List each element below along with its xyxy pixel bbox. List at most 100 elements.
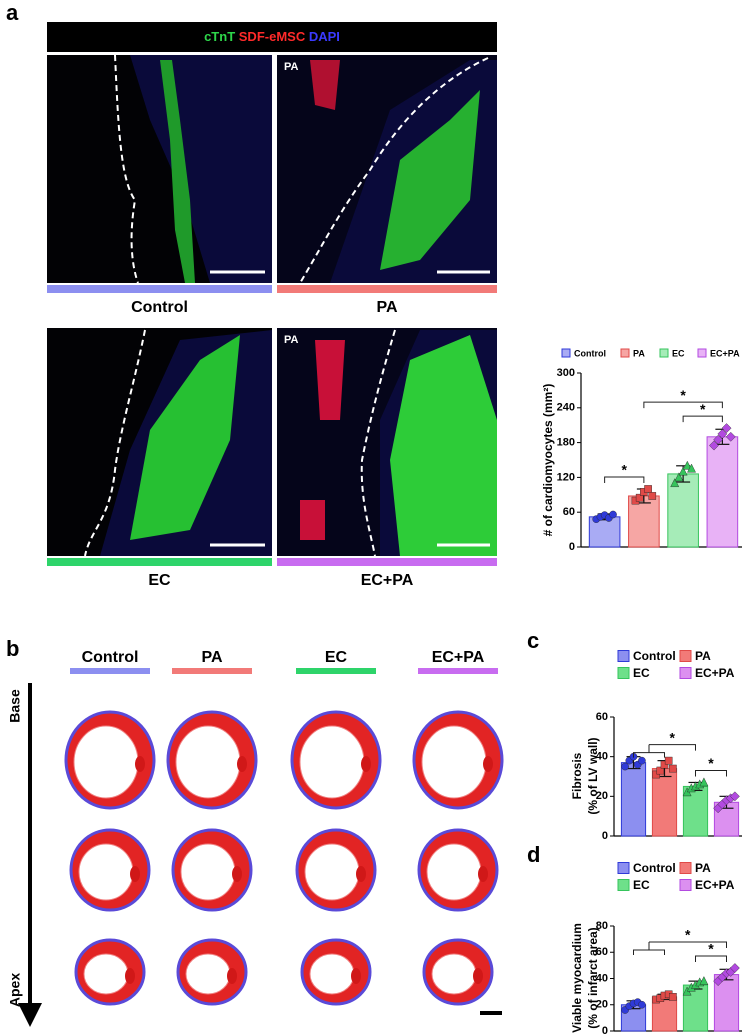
legend-label: EC bbox=[633, 878, 650, 892]
significance-bracket: * bbox=[643, 387, 723, 409]
data-point bbox=[660, 760, 669, 769]
inset-label: PA bbox=[284, 61, 299, 73]
heart-section bbox=[69, 828, 151, 912]
data-point bbox=[648, 492, 657, 500]
group-bar bbox=[70, 668, 150, 674]
legend-swatch bbox=[620, 348, 630, 358]
bracket-line bbox=[643, 401, 723, 409]
heart-section bbox=[64, 710, 156, 810]
heart-muscle bbox=[361, 756, 371, 772]
stain-name: SDF-eMSC bbox=[239, 29, 306, 44]
significance-bracket: * bbox=[633, 729, 696, 758]
data-point bbox=[730, 963, 740, 973]
data-point bbox=[669, 764, 677, 773]
legend-label: Control bbox=[633, 649, 676, 663]
heart-lumen bbox=[83, 953, 129, 995]
legend-swatch bbox=[679, 650, 692, 662]
y-tick-label: 0 bbox=[569, 541, 575, 553]
data-point bbox=[709, 440, 719, 451]
panel-label: b bbox=[6, 636, 19, 661]
legend-label: EC+PA bbox=[695, 878, 735, 892]
axis-start: Base bbox=[7, 689, 23, 723]
legend-swatch bbox=[561, 348, 571, 358]
bracket-line bbox=[633, 949, 665, 955]
y-tick-label: 40 bbox=[596, 972, 608, 984]
significance-bracket: * bbox=[604, 462, 645, 483]
data-point bbox=[730, 791, 740, 802]
significance-label: * bbox=[680, 387, 686, 403]
group-bar bbox=[47, 558, 272, 566]
legend-swatch bbox=[617, 667, 630, 679]
y-tick-label: 40 bbox=[596, 751, 608, 763]
group-label: EC+PA bbox=[361, 572, 414, 589]
significance-label: * bbox=[708, 941, 714, 957]
stain-name: cTnT bbox=[204, 29, 235, 44]
heart-lumen bbox=[309, 953, 355, 995]
heart-lumen bbox=[78, 843, 134, 901]
data-point bbox=[652, 770, 660, 779]
heart-muscle bbox=[130, 866, 140, 882]
heart-lumen bbox=[299, 725, 365, 799]
group-label: PA bbox=[376, 299, 397, 316]
heart-section bbox=[166, 710, 258, 810]
data-point bbox=[670, 478, 680, 487]
y-axis-label: Fibrosis bbox=[570, 752, 584, 799]
data-point bbox=[635, 493, 644, 502]
data-point bbox=[644, 485, 652, 493]
heart-muscle bbox=[125, 968, 135, 984]
group-label: Control bbox=[82, 649, 139, 666]
legend-label: Control bbox=[633, 861, 676, 875]
bracket-line bbox=[682, 415, 723, 423]
panel-label: d bbox=[527, 842, 540, 867]
heart-muscle bbox=[237, 756, 247, 772]
significance-label: * bbox=[708, 755, 714, 771]
group-label: EC bbox=[325, 649, 348, 666]
data-point bbox=[609, 510, 617, 519]
y-tick-label: 60 bbox=[596, 946, 608, 958]
heart-muscle bbox=[473, 968, 483, 984]
legend-label: EC bbox=[633, 666, 650, 680]
heart-section bbox=[422, 938, 494, 1006]
heart-lumen bbox=[426, 843, 482, 901]
legend-swatch bbox=[679, 862, 692, 874]
data-point bbox=[725, 431, 736, 442]
panel-label: c bbox=[527, 628, 539, 653]
y-tick-label: 300 bbox=[557, 367, 575, 379]
heart-muscle bbox=[232, 866, 242, 882]
y-axis-label: # of cardiomyocytes (mm²) bbox=[541, 384, 555, 537]
significance-label: * bbox=[685, 927, 691, 943]
bar bbox=[706, 436, 739, 548]
heart-lumen bbox=[175, 725, 241, 799]
heart-lumen bbox=[421, 725, 487, 799]
bracket-line bbox=[633, 752, 665, 758]
heart-muscle bbox=[135, 756, 145, 772]
data-point bbox=[664, 756, 673, 765]
group-label: Control bbox=[131, 299, 188, 316]
legend-label: EC+PA bbox=[695, 666, 735, 680]
group-label: EC bbox=[148, 572, 171, 589]
significance-bracket: * bbox=[682, 401, 723, 423]
bar bbox=[651, 768, 678, 837]
legend-swatch bbox=[617, 650, 630, 662]
stain-header bbox=[47, 22, 497, 52]
legend-swatch bbox=[617, 879, 630, 891]
legend-label: PA bbox=[695, 649, 711, 663]
bracket-line bbox=[695, 769, 727, 777]
legend-swatch bbox=[617, 862, 630, 874]
data-point bbox=[699, 777, 709, 787]
y-tick-label: 20 bbox=[596, 790, 608, 802]
y-tick-label: 60 bbox=[563, 506, 575, 518]
heart-section bbox=[412, 710, 504, 810]
heart-muscle bbox=[483, 756, 493, 772]
data-point bbox=[656, 766, 665, 775]
heart-muscle bbox=[478, 866, 488, 882]
data-point bbox=[687, 463, 696, 473]
data-point bbox=[669, 993, 677, 1001]
y-tick-label: 240 bbox=[557, 402, 575, 414]
legend-swatch bbox=[659, 348, 669, 358]
y-tick-label: 60 bbox=[596, 711, 608, 723]
group-bar bbox=[277, 285, 497, 293]
data-point bbox=[682, 460, 692, 470]
micrographs bbox=[47, 54, 497, 557]
y-axis-label: Viable myocardium bbox=[570, 923, 584, 1033]
